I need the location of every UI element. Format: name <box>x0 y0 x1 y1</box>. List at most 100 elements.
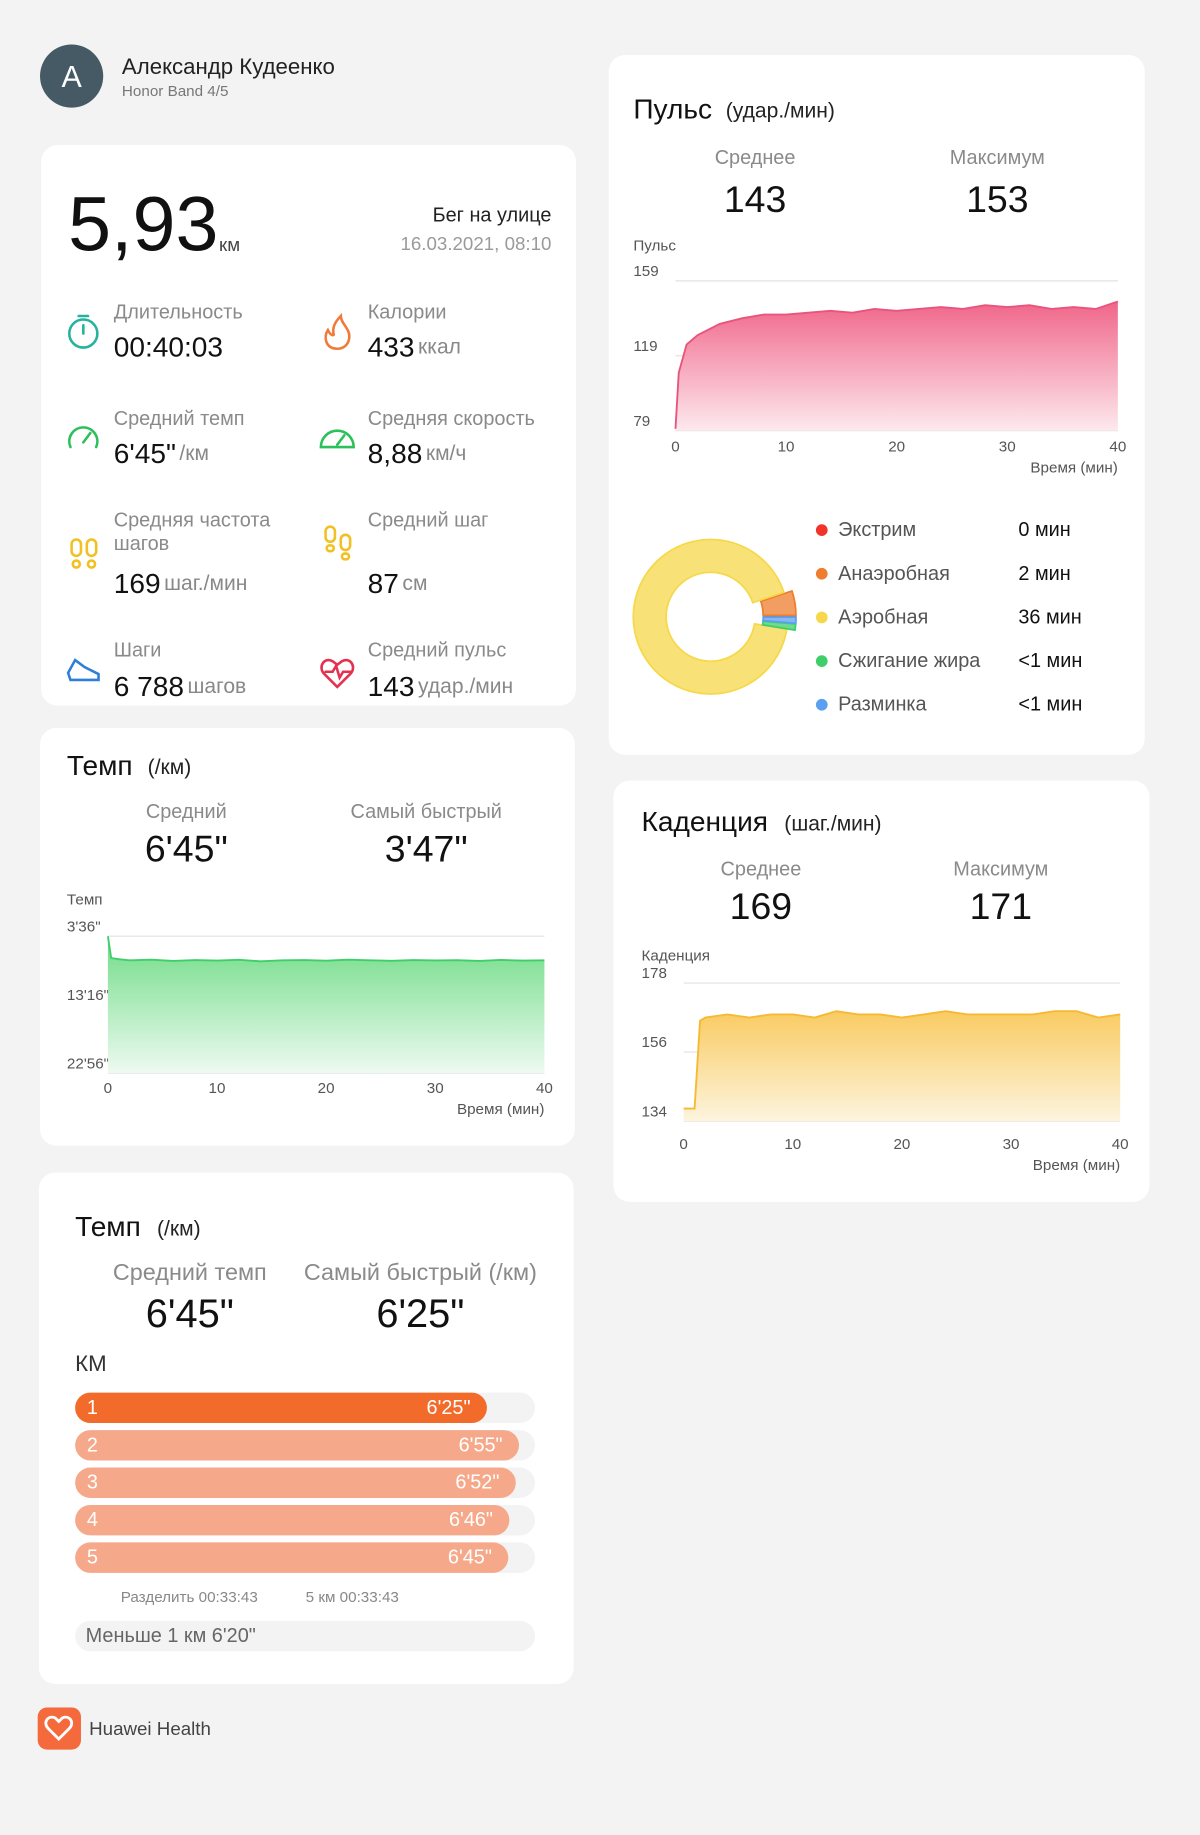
icon-cadence <box>70 538 98 569</box>
stat-label: Максимум <box>953 859 1048 881</box>
metric-label-box: Средняя частота шагов <box>114 509 271 555</box>
y-tick-label: 119 <box>633 338 657 355</box>
y-axis-title: Пульс <box>633 237 676 254</box>
metric: 143 удар./мин <box>368 670 513 701</box>
bar <box>75 1467 516 1498</box>
cadence-card <box>613 780 1150 1202</box>
distance: 5,93 <box>68 182 218 268</box>
bar-value-label: 6'46" <box>449 1509 493 1531</box>
legend-dot <box>815 698 828 711</box>
metric-unit: /км <box>179 441 209 464</box>
pie-slice <box>759 589 797 617</box>
metric-value: 6 788 <box>114 670 184 701</box>
icon-steps <box>66 658 100 682</box>
heart-unit: (удар./мин) <box>726 100 835 123</box>
stat-label: Среднее <box>715 147 796 169</box>
stat-label: Среднее <box>721 859 802 881</box>
metric-label: Средняя скорость <box>367 407 535 430</box>
line <box>683 1010 1121 1110</box>
datetime: 16.03.2021, 08:10 <box>400 233 551 254</box>
metric-unit: шагов <box>188 674 247 697</box>
bar-value-label: 6'55" <box>459 1434 503 1456</box>
bar-category: 5 <box>87 1547 98 1569</box>
metric-unit: шаг./мин <box>164 571 247 594</box>
x-tick-label: 30 <box>999 439 1016 456</box>
pace-title: Темп <box>67 750 133 781</box>
avatar-letter: A <box>61 60 82 94</box>
x-tick-label: 0 <box>679 1136 687 1153</box>
legend-label: Экстрим <box>838 519 916 541</box>
stat-value: 143 <box>724 178 786 220</box>
app-logo-heart <box>44 1715 74 1742</box>
remainder-pill <box>75 1620 536 1652</box>
metric-label: Средний темп <box>113 407 245 430</box>
bar <box>75 1392 487 1424</box>
metric-label: Средний пульс <box>367 638 507 662</box>
metric-value: 169 <box>114 567 161 598</box>
legend-label: Анаэробная <box>838 563 950 585</box>
legend-value: 0 мин <box>1018 519 1070 541</box>
x-tick-label: 30 <box>1003 1136 1020 1153</box>
icon-duration <box>67 314 99 349</box>
metric: 87 см <box>368 567 428 598</box>
bar-value-label: 6'52" <box>455 1472 499 1494</box>
x-tick-label: 20 <box>318 1080 335 1097</box>
bar-category: 2 <box>87 1434 98 1456</box>
y-tick-label: 13'16" <box>67 987 109 1004</box>
metric-label-box: Средний пульс <box>367 638 507 662</box>
metric: 8,88 км/ч <box>368 437 467 468</box>
metric-label-box: Средний темп <box>113 407 245 430</box>
x-tick-label: 40 <box>536 1080 553 1097</box>
y-tick-label: 159 <box>633 263 658 280</box>
y-tick-label: 79 <box>633 413 650 430</box>
bar-category: 4 <box>87 1509 98 1531</box>
legend-value: <1 мин <box>1018 650 1082 672</box>
legend-label: Разминка <box>838 694 927 716</box>
x-axis-title: Время (мин) <box>1033 1157 1120 1174</box>
metric-label: Шаги <box>113 638 162 662</box>
y-tick-label: 134 <box>642 1103 668 1120</box>
metric-label-box: Калории <box>367 300 447 323</box>
x-axis-title: Время (мин) <box>457 1101 544 1118</box>
y-axis-title: Темп <box>67 891 103 908</box>
metric: 6 788 шагов <box>114 670 246 701</box>
pace-unit: (/км) <box>148 756 192 779</box>
user-name: Александр Кудеенко <box>122 54 335 79</box>
metric: 00:40:03 <box>114 331 223 362</box>
app-logo <box>37 1707 81 1750</box>
metric-unit: км/ч <box>426 441 467 464</box>
y-tick-label: 3'36" <box>67 918 101 935</box>
stat-value: 3'47" <box>385 827 468 869</box>
x-tick-label: 20 <box>893 1136 910 1153</box>
legend-dot <box>815 567 828 580</box>
splits-unit: (/км) <box>157 1217 201 1240</box>
cadence-unit: (шаг./мин) <box>784 812 881 835</box>
x-axis-title: Время (мин) <box>1030 460 1117 477</box>
x-tick-label: 10 <box>209 1080 226 1097</box>
split-time: Разделить 00:33:43 <box>121 1589 258 1606</box>
stat-value: 6'45" <box>145 827 228 869</box>
x-tick-label: 0 <box>671 439 679 456</box>
metric-label-box: Шаги <box>113 638 162 662</box>
bar-value-label: 6'45" <box>448 1547 492 1569</box>
icon-stride <box>324 525 352 561</box>
metric-unit: удар./мин <box>418 674 513 697</box>
metric-label-box: Средний шаг <box>368 509 489 531</box>
legend-dot <box>815 611 828 624</box>
metric: 169 шаг./мин <box>114 567 248 598</box>
legend-value: 2 мин <box>1018 563 1070 585</box>
avatar[interactable] <box>40 44 104 108</box>
metric-unit: ккал <box>418 335 461 358</box>
pie-slice <box>632 538 788 695</box>
y-axis-title: Каденция <box>642 948 710 965</box>
metric-value: 00:40:03 <box>114 331 223 362</box>
stat-value: 171 <box>970 885 1032 927</box>
stat-value: 169 <box>730 885 792 927</box>
metric-label-box: Средняя скорость <box>367 407 535 430</box>
splits-title: Темп <box>75 1211 141 1242</box>
device-name: Honor Band 4/5 <box>122 83 229 100</box>
y-tick-label: 178 <box>642 965 667 982</box>
metric-label: Калории <box>367 300 447 323</box>
legend-dot <box>815 655 828 667</box>
